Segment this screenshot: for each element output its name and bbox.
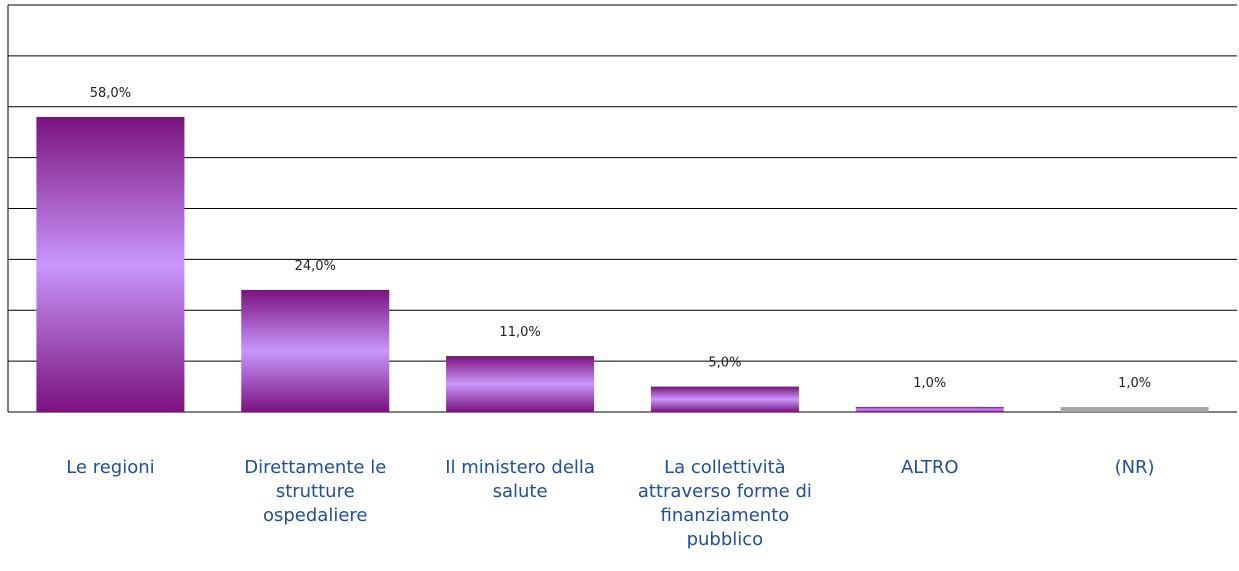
data-label: 1,0% [913,376,946,391]
x-tick-label: ALTRO [900,457,959,478]
data-label: 5,0% [708,356,741,371]
x-tick-label: (NR) [1114,457,1155,478]
bar [36,116,185,413]
x-tick-label: Il ministero della salute [445,457,595,502]
data-label: 11,0% [499,325,540,340]
bar [1060,406,1209,412]
x-tick-label: Le regioni [66,457,155,478]
x-tick-label: Direttamente le strutture ospedaliere [244,457,387,526]
bar [241,289,390,412]
x-tick-label: La collettività attraverso forme di fina… [637,457,812,550]
bar [446,356,595,412]
bar [650,386,799,412]
bar [855,406,1004,412]
data-label: 1,0% [1118,376,1151,391]
data-label: 58,0% [90,86,131,101]
data-label: 24,0% [295,259,336,274]
